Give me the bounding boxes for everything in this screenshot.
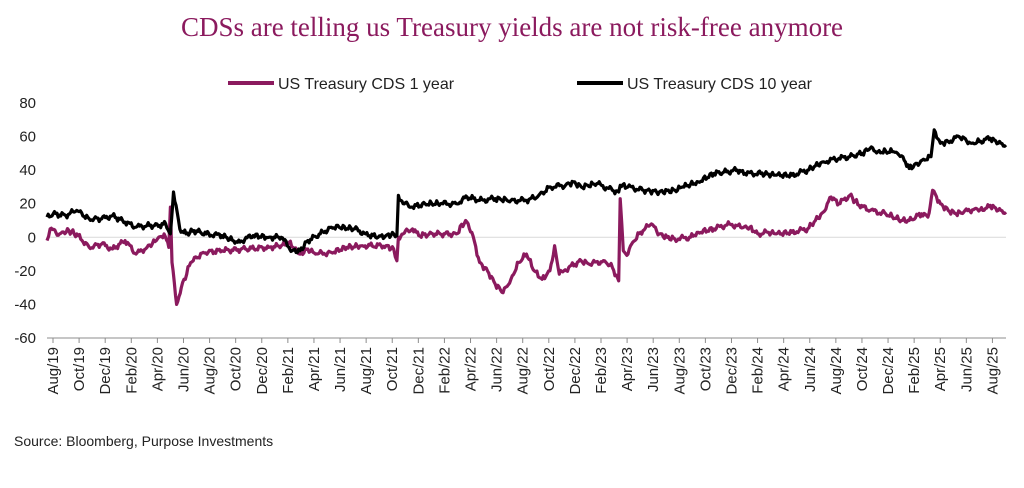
x-tick-label: Feb/22 (436, 347, 453, 394)
x-tick-label: Jun/21 (332, 347, 349, 392)
x-tick-label: Apr/24 (776, 347, 793, 391)
y-tick-label: 60 (19, 129, 36, 146)
x-tick-label: Apr/23 (619, 347, 636, 391)
y-tick-label: 20 (19, 196, 36, 213)
legend: US Treasury CDS 1 year US Treasury CDS 10… (228, 76, 813, 93)
x-tick-label: Feb/20 (123, 347, 140, 394)
x-tick-label: Feb/21 (280, 347, 297, 394)
y-tick-label: -60 (14, 330, 36, 347)
x-tick-label: Dec/19 (97, 347, 114, 395)
x-tick-label: Jun/22 (489, 347, 506, 392)
y-axis-tick-labels: -60 -40 -20 0 20 40 60 80 (14, 95, 36, 347)
x-tick-label: Aug/22 (515, 347, 532, 395)
x-tick-label: Oct/19 (71, 347, 88, 391)
x-tick-label: Jun/25 (958, 347, 975, 392)
y-tick-label: -40 (14, 296, 36, 313)
x-tick-label: Aug/21 (358, 347, 375, 395)
x-tick-label: Dec/22 (567, 347, 584, 395)
x-tick-label: Oct/24 (854, 347, 871, 391)
x-tick-label: Jun/20 (175, 347, 192, 392)
x-tick-label: Oct/20 (228, 347, 245, 391)
x-tick-label: Oct/21 (384, 347, 401, 391)
x-tick-label: Jun/23 (645, 347, 662, 392)
x-tick-label: Aug/19 (45, 347, 62, 395)
source-note: Source: Bloomberg, Purpose Investments (14, 433, 274, 449)
x-tick-label: Apr/25 (932, 347, 949, 391)
chart-title: CDSs are telling us Treasury yields are … (180, 12, 844, 42)
series-lines (45, 128, 1008, 306)
x-tick-label: Oct/22 (541, 347, 558, 391)
x-tick-label: Dec/24 (880, 347, 897, 395)
y-tick-label: 80 (19, 95, 36, 112)
x-tick-label: Feb/23 (593, 347, 610, 394)
x-tick-label: Dec/20 (254, 347, 271, 395)
y-tick-label: 0 (28, 229, 36, 246)
x-tick-label: Apr/21 (306, 347, 323, 391)
x-tick-label: Apr/22 (463, 347, 480, 391)
x-axis: Aug/19 Oct/19 Dec/19 Feb/20 Apr/20 Jun/20 Aug/… (45, 337, 1006, 395)
y-tick-label: -20 (14, 263, 36, 280)
x-tick-label: Dec/23 (723, 347, 740, 395)
series-line (45, 188, 1008, 306)
x-tick-label: Jun/24 (802, 347, 819, 392)
x-tick-label: Aug/24 (828, 347, 845, 395)
x-tick-label: Apr/20 (149, 347, 166, 391)
series-line (45, 128, 1008, 255)
legend-label: US Treasury CDS 1 year (278, 76, 455, 93)
y-tick-label: 40 (19, 162, 36, 179)
x-tick-label: Feb/24 (750, 347, 767, 394)
x-tick-label: Aug/23 (671, 347, 688, 395)
x-tick-label: Oct/23 (697, 347, 714, 391)
x-tick-label: Feb/25 (906, 347, 923, 394)
x-tick-label: Dec/21 (410, 347, 427, 395)
x-tick-label: Aug/20 (202, 347, 219, 395)
legend-label: US Treasury CDS 10 year (627, 76, 813, 93)
x-tick-label: Aug/25 (984, 347, 1001, 395)
